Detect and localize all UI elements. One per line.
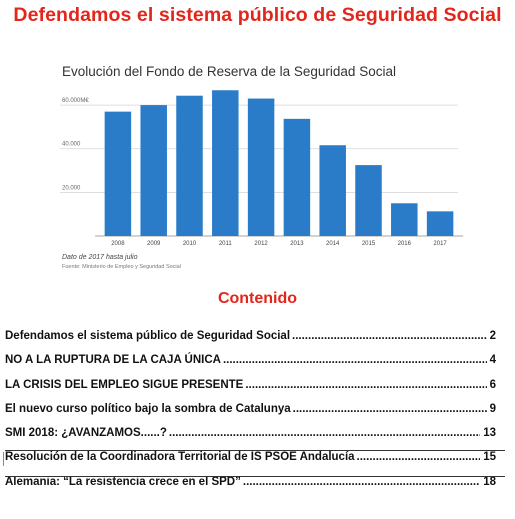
toc-dot-leader [223,354,487,366]
table-of-contents: Defendamos el sistema público de Segurid… [5,330,496,500]
toc-entry-title: Resolución de la Coordinadora Territoria… [5,451,355,464]
x-tick-label: 2013 [290,241,304,247]
toc-entry[interactable]: SMI 2018: ¿AVANZAMOS......? 13 [5,427,496,451]
toc-entry-page: 15 [483,451,496,464]
x-tick-label: 2016 [398,241,412,247]
bar [247,98,275,236]
toc-entry-title: Defendamos el sistema público de Segurid… [5,330,291,342]
toc-entry-page: 2 [489,330,496,342]
y-tick-label: 60.000M€ [62,98,89,104]
bar [391,203,418,236]
x-tick-label: 2010 [183,241,197,247]
chart-plot: 20.000 40.000 60.000M€ 2008 2009 2010 2011 2012… [60,90,463,247]
toc-divider [5,476,505,477]
page-title: Defendamos el sistema público de Segurid… [13,4,502,26]
y-tick-label: 20.000 [62,185,81,191]
toc-dot-leader [292,330,487,342]
toc-entry[interactable]: LA CRISIS DEL EMPLEO SIGUE PRESENTE 6 [5,379,496,403]
x-tick-label: 2014 [326,241,340,247]
toc-entry-page: 13 [483,427,496,440]
bar [319,145,346,236]
toc-entry[interactable]: El nuevo curso político bajo la sombra d… [5,403,496,427]
toc-entry[interactable]: NO A LA RUPTURA DE LA CAJA ÚNICA 4 [5,354,496,378]
x-tick-label: 2008 [111,241,125,247]
toc-entry-title: LA CRISIS DEL EMPLEO SIGUE PRESENTE [5,378,244,391]
bar [176,95,203,236]
y-tick-label: 40.000 [62,142,81,148]
toc-entry-page: 4 [489,354,496,367]
chart-title: Evolución del Fondo de Reserva de la Seg… [62,64,396,79]
bar [140,105,167,236]
bar [283,118,311,236]
toc-divider [5,450,505,451]
toc-dot-leader [357,451,481,463]
margin-mark [3,452,4,466]
toc-dot-leader [245,379,486,391]
contents-heading: Contenido [217,290,298,307]
toc-entry-title: Alemania: “La resistencia crece en el SP… [5,475,241,488]
toc-entry[interactable]: Resolución de la Coordinadora Territoria… [5,451,496,475]
toc-entry[interactable]: Defendamos el sistema público de Segurid… [5,330,496,354]
x-tick-label: 2012 [254,241,268,247]
x-tick-label: 2017 [433,241,447,247]
fund-chart: Evolución del Fondo de Reserva de la Seg… [60,64,463,270]
x-tick-label: 2009 [147,241,161,247]
toc-entry[interactable]: Alemania: “La resistencia crece en el SP… [5,476,496,500]
toc-entry-page: 9 [489,402,496,415]
toc-entry-title: NO A LA RUPTURA DE LA CAJA ÚNICA [5,354,221,367]
bar [104,111,132,236]
bar [355,165,382,236]
toc-entry-page: 6 [489,378,496,391]
toc-entry-title: SMI 2018: ¿AVANZAMOS......? [5,427,167,440]
toc-entry-page: 18 [483,475,496,488]
x-tick-label: 2011 [219,241,233,247]
bar [426,211,454,236]
toc-dot-leader [293,403,487,415]
toc-dot-leader [243,476,480,488]
bar [212,90,239,236]
chart-source: Fuente: Ministerio de Empleo y Seguridad… [62,264,181,270]
x-tick-label: 2015 [362,241,376,247]
toc-entry-title: El nuevo curso político bajo la sombra d… [5,402,291,415]
toc-dot-leader [169,427,480,439]
chart-note: Dato de 2017 hasta julio [62,254,138,261]
